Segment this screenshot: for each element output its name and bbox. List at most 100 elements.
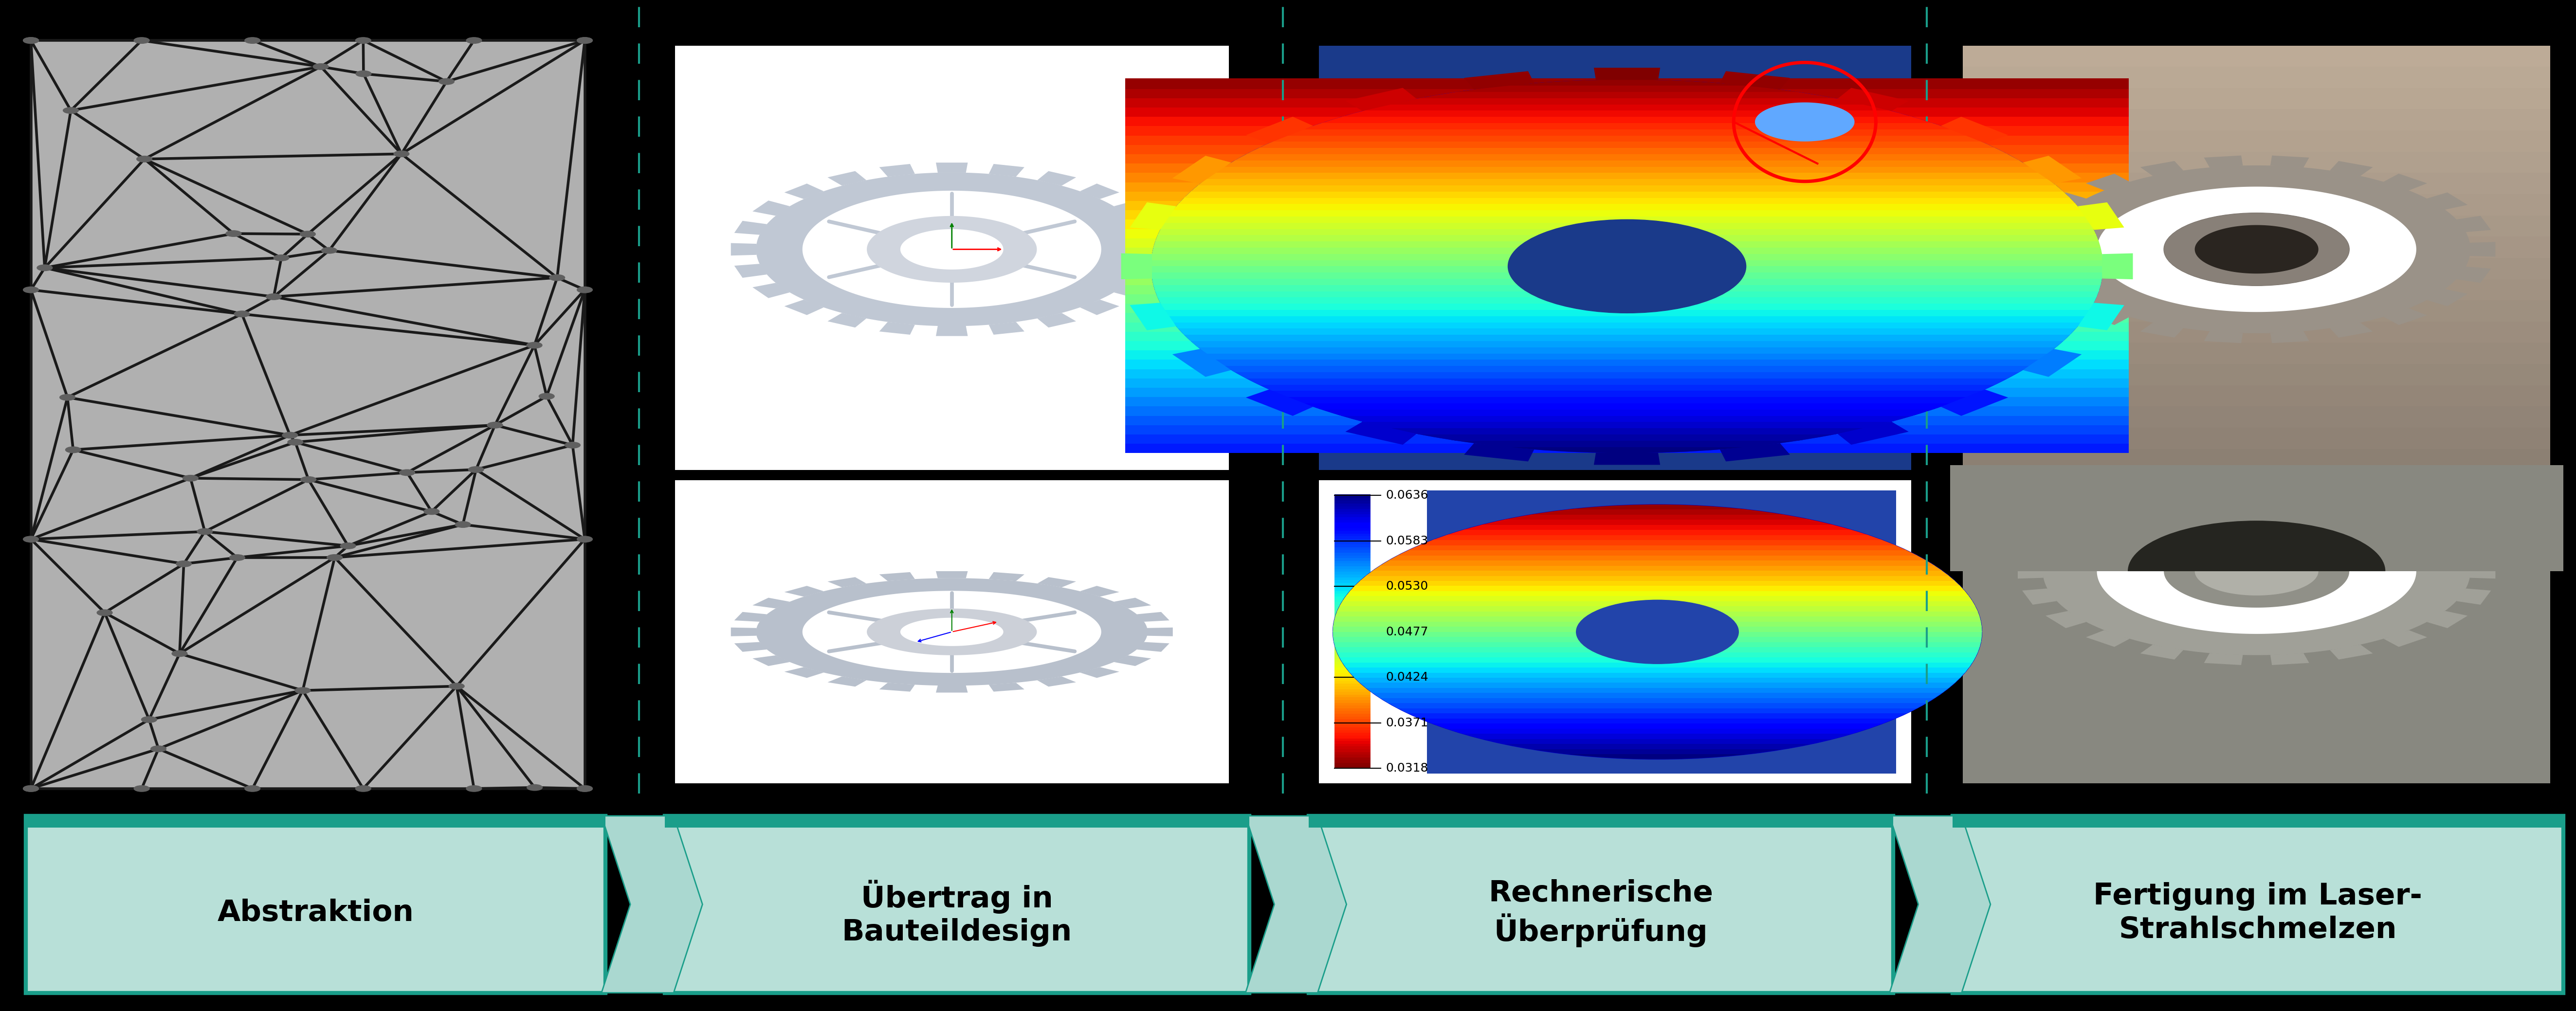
- Circle shape: [2200, 227, 2313, 272]
- Bar: [1334, 623, 1370, 627]
- Bar: [1139, 321, 2115, 329]
- Bar: [1139, 172, 2115, 179]
- Bar: [1319, 636, 1994, 642]
- Bar: [1334, 748, 1370, 752]
- Bar: [1319, 524, 1994, 530]
- Polygon shape: [902, 229, 1005, 270]
- FancyBboxPatch shape: [1953, 816, 2563, 993]
- Polygon shape: [1595, 453, 1659, 465]
- Polygon shape: [757, 173, 1149, 327]
- Bar: [1319, 728, 1994, 734]
- Bar: [1334, 533, 1370, 536]
- Polygon shape: [878, 321, 914, 335]
- Bar: [1139, 284, 2115, 291]
- Circle shape: [64, 447, 80, 453]
- Circle shape: [327, 554, 343, 560]
- Polygon shape: [1126, 443, 2128, 453]
- Polygon shape: [2022, 156, 2081, 184]
- Polygon shape: [752, 283, 791, 298]
- Polygon shape: [783, 667, 824, 678]
- Bar: [1139, 272, 2115, 279]
- Bar: [1334, 642, 1370, 645]
- Polygon shape: [1136, 220, 1170, 235]
- Circle shape: [245, 786, 260, 792]
- Circle shape: [466, 37, 482, 43]
- Bar: [1334, 584, 1370, 588]
- Polygon shape: [1126, 106, 2128, 117]
- Bar: [1963, 428, 2550, 449]
- Polygon shape: [1038, 676, 1077, 686]
- Bar: [1319, 686, 1994, 693]
- Polygon shape: [1721, 443, 1790, 461]
- Polygon shape: [1131, 202, 1177, 229]
- Bar: [1334, 538, 1370, 542]
- Polygon shape: [2269, 156, 2308, 168]
- Polygon shape: [1113, 598, 1151, 609]
- Bar: [1334, 716, 1370, 719]
- Bar: [1334, 653, 1370, 656]
- Bar: [1319, 692, 1994, 699]
- Circle shape: [577, 37, 592, 43]
- Bar: [1334, 571, 1370, 574]
- Wedge shape: [2128, 521, 2385, 571]
- Bar: [1319, 656, 1994, 662]
- Polygon shape: [2022, 588, 2056, 605]
- Text: Übertrag in
Bauteildesign: Übertrag in Bauteildesign: [842, 880, 1072, 946]
- Text: 0.0583: 0.0583: [1386, 535, 1430, 547]
- Circle shape: [229, 555, 245, 561]
- Polygon shape: [1463, 71, 1535, 89]
- Bar: [1139, 91, 2115, 98]
- Bar: [26, 816, 605, 827]
- Bar: [1963, 279, 2550, 300]
- Polygon shape: [827, 676, 866, 686]
- Bar: [1319, 570, 1994, 576]
- Bar: [1334, 691, 1370, 695]
- Bar: [1139, 209, 2115, 216]
- Bar: [1334, 762, 1370, 765]
- Polygon shape: [1126, 405, 2128, 416]
- Polygon shape: [1113, 200, 1151, 215]
- Bar: [1319, 646, 1994, 652]
- Bar: [1334, 502, 1370, 507]
- Circle shape: [538, 393, 554, 399]
- Polygon shape: [878, 682, 914, 692]
- Polygon shape: [1126, 265, 2128, 276]
- Polygon shape: [1079, 299, 1121, 315]
- Bar: [1334, 554, 1370, 558]
- Bar: [1139, 371, 2115, 378]
- Circle shape: [577, 786, 592, 792]
- Polygon shape: [1172, 349, 1231, 377]
- Polygon shape: [1463, 443, 1535, 461]
- Polygon shape: [1136, 612, 1170, 622]
- Bar: [1334, 522, 1370, 526]
- Bar: [1963, 173, 2550, 194]
- Polygon shape: [600, 816, 703, 993]
- Polygon shape: [1345, 422, 1417, 445]
- Text: Abstraktion: Abstraktion: [216, 899, 415, 927]
- Polygon shape: [1126, 247, 2128, 257]
- Bar: [1963, 88, 2550, 109]
- Circle shape: [577, 37, 592, 43]
- Bar: [1319, 676, 1994, 682]
- Bar: [1319, 549, 1994, 555]
- Polygon shape: [1079, 667, 1121, 678]
- Bar: [1319, 539, 1994, 545]
- Bar: [1334, 680, 1370, 683]
- Polygon shape: [1837, 88, 1909, 111]
- Polygon shape: [2087, 308, 2130, 325]
- Bar: [1319, 514, 1994, 520]
- Polygon shape: [989, 164, 1025, 177]
- Bar: [1139, 109, 2115, 117]
- Polygon shape: [1126, 293, 2128, 303]
- Bar: [1334, 724, 1370, 728]
- Polygon shape: [1126, 218, 2128, 228]
- Bar: [1139, 178, 2115, 185]
- Bar: [1334, 685, 1370, 690]
- Polygon shape: [2329, 161, 2372, 176]
- Polygon shape: [734, 264, 768, 278]
- Bar: [1319, 585, 1994, 591]
- Circle shape: [23, 287, 39, 293]
- Bar: [1334, 620, 1370, 624]
- Circle shape: [577, 786, 592, 792]
- Bar: [1319, 519, 1994, 525]
